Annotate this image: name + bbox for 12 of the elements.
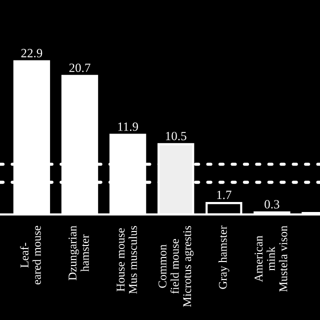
- data-label: 11.9: [118, 122, 138, 131]
- x-tick-label: Common field mouse Microtus agrestis: [158, 226, 194, 307]
- data-label: 0.3: [264, 200, 280, 209]
- data-label: 20.7: [69, 64, 90, 72]
- x-tick-label: House mouse Mus musculus: [116, 226, 137, 294]
- data-label: 22.9: [21, 48, 42, 58]
- x-tick-label: Leaf- eared mouse: [20, 226, 41, 284]
- data-label: 1.7: [217, 190, 232, 200]
- x-tick-label: American mink Mustela vison: [254, 226, 288, 292]
- data-label: 10.5: [166, 132, 186, 140]
- x-tick-label: Dzungarian hamster: [68, 226, 89, 280]
- x-tick-label: Gray hamster: [218, 226, 230, 289]
